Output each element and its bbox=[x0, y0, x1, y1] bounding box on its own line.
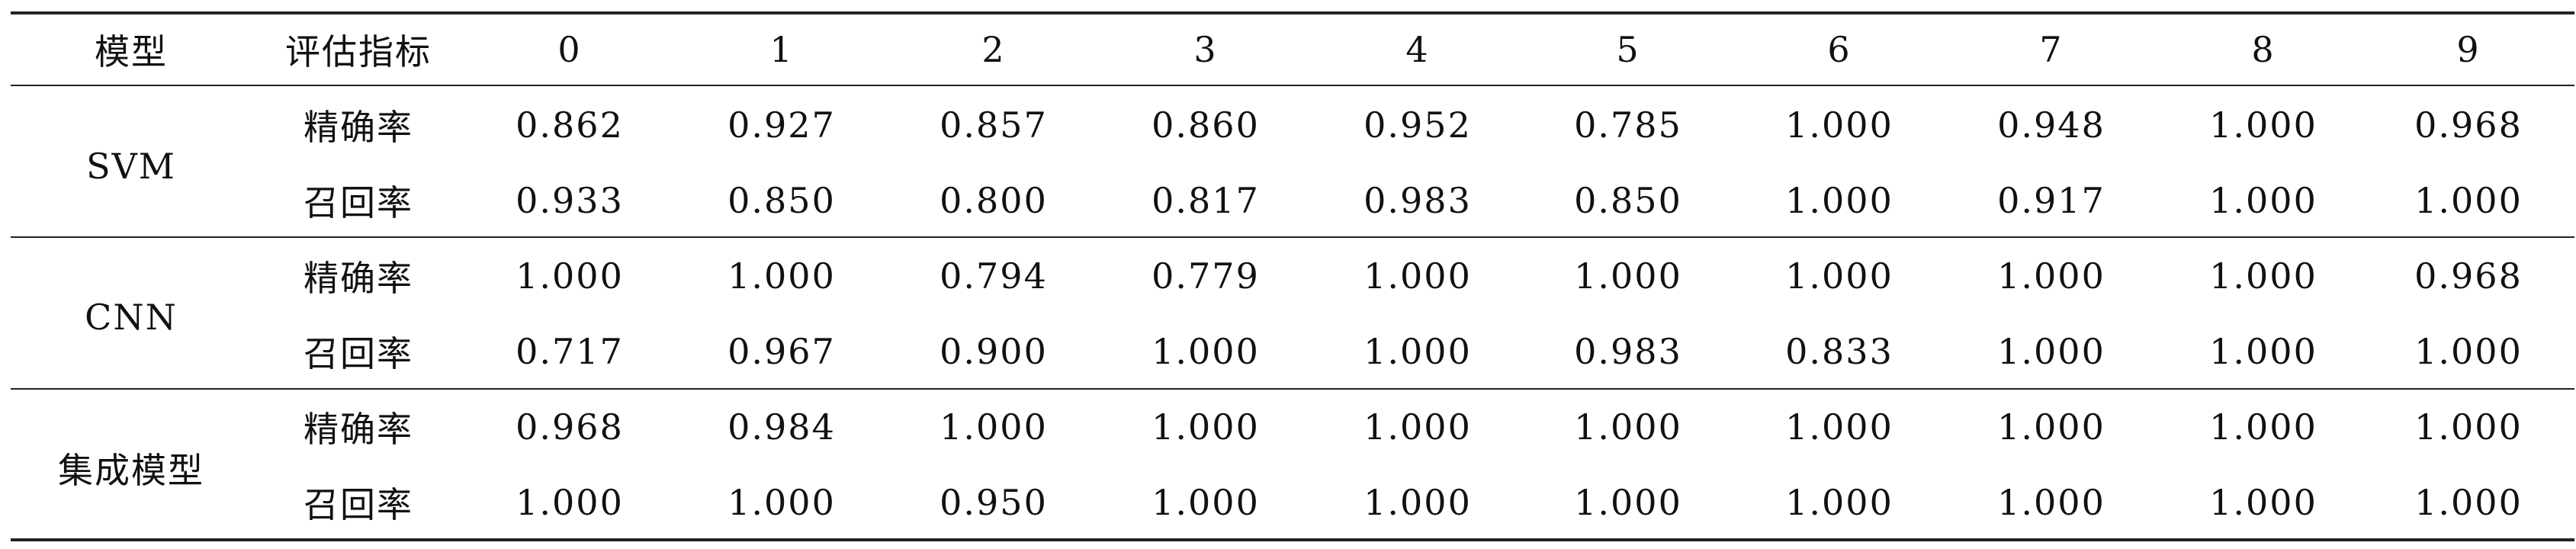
value-cell: 0.717 bbox=[516, 331, 624, 372]
value-cell: 1.000 bbox=[1785, 104, 1893, 146]
metric-name: 召回率 bbox=[304, 333, 413, 374]
value-cell: 0.800 bbox=[940, 180, 1048, 221]
value-cell: 1.000 bbox=[1785, 255, 1893, 297]
value-cell: 0.952 bbox=[1363, 104, 1472, 146]
value-cell: 1.000 bbox=[1785, 406, 1893, 448]
value-cell: 0.850 bbox=[1574, 180, 1682, 221]
value-cell: 0.967 bbox=[728, 331, 836, 372]
value-cell: 1.000 bbox=[728, 482, 836, 523]
metric-name: 召回率 bbox=[304, 182, 413, 223]
header-cell: 8 bbox=[2251, 29, 2276, 70]
value-cell: 0.968 bbox=[2414, 104, 2523, 146]
value-cell: 1.000 bbox=[2209, 255, 2317, 297]
header-cell: 7 bbox=[2039, 29, 2064, 70]
model-name: CNN bbox=[85, 296, 178, 338]
value-cell: 1.000 bbox=[2414, 331, 2523, 372]
value-cell: 1.000 bbox=[1574, 255, 1682, 297]
value-cell: 1.000 bbox=[1574, 406, 1682, 448]
value-cell: 1.000 bbox=[2414, 180, 2523, 221]
model-name: SVM bbox=[86, 145, 176, 187]
value-cell: 1.000 bbox=[2209, 482, 2317, 523]
value-cell: 1.000 bbox=[1363, 255, 1472, 297]
value-cell: 1.000 bbox=[940, 406, 1048, 448]
value-cell: 1.000 bbox=[1151, 406, 1260, 448]
bottom-rule bbox=[11, 538, 2574, 541]
value-cell: 1.000 bbox=[1785, 180, 1893, 221]
header-cell: 0 bbox=[557, 29, 582, 70]
header-cell: 4 bbox=[1405, 29, 1430, 70]
value-cell: 1.000 bbox=[1997, 255, 2105, 297]
value-cell: 0.927 bbox=[728, 104, 836, 146]
value-cell: 1.000 bbox=[2209, 104, 2317, 146]
metric-name: 精确率 bbox=[304, 107, 413, 148]
value-cell: 0.857 bbox=[940, 104, 1048, 146]
top-rule bbox=[11, 11, 2574, 14]
model-name: 集成模型 bbox=[58, 449, 204, 491]
value-cell: 1.000 bbox=[1151, 331, 1260, 372]
header-rule bbox=[11, 85, 2574, 86]
group-rule bbox=[11, 236, 2574, 238]
value-cell: 0.950 bbox=[940, 482, 1048, 523]
value-cell: 0.794 bbox=[940, 255, 1048, 297]
header-cell: 3 bbox=[1193, 29, 1218, 70]
value-cell: 0.862 bbox=[516, 104, 624, 146]
value-cell: 1.000 bbox=[516, 482, 624, 523]
value-cell: 1.000 bbox=[2414, 406, 2523, 448]
value-cell: 1.000 bbox=[2414, 482, 2523, 523]
value-cell: 0.860 bbox=[1151, 104, 1260, 146]
value-cell: 0.917 bbox=[1997, 180, 2105, 221]
metric-name: 精确率 bbox=[304, 258, 413, 299]
header-cell: 5 bbox=[1616, 29, 1640, 70]
header-cell: 9 bbox=[2456, 29, 2481, 70]
header-cell: 2 bbox=[981, 29, 1006, 70]
value-cell: 0.817 bbox=[1151, 180, 1260, 221]
value-cell: 1.000 bbox=[1363, 482, 1472, 523]
header-cell: 1 bbox=[769, 29, 794, 70]
value-cell: 1.000 bbox=[728, 255, 836, 297]
value-cell: 1.000 bbox=[516, 255, 624, 297]
value-cell: 0.933 bbox=[516, 180, 624, 221]
metric-name: 精确率 bbox=[304, 409, 413, 450]
header-cell: 评估指标 bbox=[285, 31, 432, 72]
value-cell: 0.900 bbox=[940, 331, 1048, 372]
value-cell: 1.000 bbox=[2209, 180, 2317, 221]
value-cell: 1.000 bbox=[1997, 331, 2105, 372]
header-cell: 模型 bbox=[95, 31, 168, 72]
value-cell: 1.000 bbox=[1151, 482, 1260, 523]
value-cell: 1.000 bbox=[1997, 406, 2105, 448]
header-cell: 6 bbox=[1827, 29, 1852, 70]
value-cell: 0.948 bbox=[1997, 104, 2105, 146]
value-cell: 0.984 bbox=[728, 406, 836, 448]
value-cell: 1.000 bbox=[1997, 482, 2105, 523]
value-cell: 1.000 bbox=[1363, 331, 1472, 372]
value-cell: 1.000 bbox=[1363, 406, 1472, 448]
value-cell: 0.785 bbox=[1574, 104, 1682, 146]
metric-name: 召回率 bbox=[304, 484, 413, 525]
value-cell: 1.000 bbox=[1785, 482, 1893, 523]
value-cell: 1.000 bbox=[2209, 406, 2317, 448]
value-cell: 0.983 bbox=[1574, 331, 1682, 372]
group-rule bbox=[11, 388, 2574, 390]
value-cell: 0.833 bbox=[1785, 331, 1893, 372]
value-cell: 1.000 bbox=[2209, 331, 2317, 372]
value-cell: 0.850 bbox=[728, 180, 836, 221]
value-cell: 0.779 bbox=[1151, 255, 1260, 297]
value-cell: 1.000 bbox=[1574, 482, 1682, 523]
value-cell: 0.983 bbox=[1363, 180, 1472, 221]
value-cell: 0.968 bbox=[2414, 255, 2523, 297]
value-cell: 0.968 bbox=[516, 406, 624, 448]
